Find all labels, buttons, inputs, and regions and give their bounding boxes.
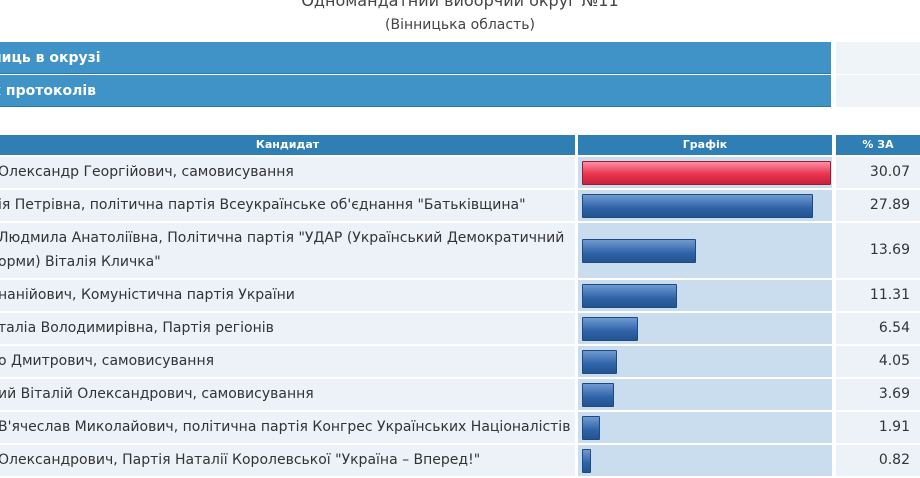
candidate-name-cell: Людмила Анатоліївна, Політична партія "У… [0, 223, 575, 278]
percent-value: 1.91 [836, 412, 920, 443]
vote-share-bar [582, 239, 696, 263]
vote-share-bar [582, 383, 614, 407]
candidate-name: таліа Володимирівна, Партія регіонів [0, 320, 274, 336]
percent-value: 6.54 [836, 313, 920, 344]
candidate-name-cell: о Дмитрович, самовисування [0, 346, 575, 377]
stat-row-precincts: ниць в окрузі [0, 42, 920, 74]
candidate-name: Людмила Анатоліївна, Політична партія "У… [0, 230, 565, 246]
table-row: В'ячеслав Миколайович, політична партія … [0, 412, 920, 445]
candidate-name: нанійович, Комуністична партія України [0, 287, 295, 303]
stat-value [836, 42, 920, 74]
candidate-name: ий Віталій Олександрович, самовисування [0, 386, 314, 402]
percent-value: 0.82 [836, 445, 920, 476]
percent-value: 3.69 [836, 379, 920, 410]
vote-share-bar [582, 194, 813, 218]
candidate-name-cell: Олександрович, Партія Наталії Королевськ… [0, 445, 575, 476]
stat-label: ниць в окрузі [0, 42, 831, 74]
candidate-name-cell: Олександр Георгійович, самовисування [0, 157, 575, 188]
stat-value [836, 75, 920, 107]
graph-cell [578, 346, 832, 377]
table-header: Кандидат Графік % ЗА [0, 135, 920, 155]
candidate-name-cell: ія Петрівна, політична партія Всеукраїнс… [0, 190, 575, 221]
table-row: нанійович, Комуністична партія України 11… [0, 280, 920, 313]
column-header-graph[interactable]: Графік [578, 135, 832, 155]
graph-cell [578, 379, 832, 410]
table-row: Олександрович, Партія Наталії Королевськ… [0, 445, 920, 478]
column-header-percent[interactable]: % ЗА [836, 135, 920, 155]
table-row: ий Віталій Олександрович, самовисування 3… [0, 379, 920, 412]
percent-value: 13.69 [836, 223, 920, 278]
percent-value: 11.31 [836, 280, 920, 311]
candidate-name-cell: нанійович, Комуністична партія України [0, 280, 575, 311]
vote-share-bar [582, 416, 600, 440]
vote-share-bar [582, 449, 591, 473]
graph-cell [578, 445, 832, 476]
percent-value: 30.07 [836, 157, 920, 188]
table-row: ія Петрівна, політична партія Всеукраїнс… [0, 190, 920, 223]
graph-cell [578, 412, 832, 443]
table-row: таліа Володимирівна, Партія регіонів 6.54 [0, 313, 920, 346]
table-row: Людмила Анатоліївна, Політична партія "У… [0, 223, 920, 280]
candidate-name: ія Петрівна, політична партія Всеукраїнс… [0, 197, 526, 213]
candidate-name: о Дмитрович, самовисування [0, 353, 215, 369]
stat-row-protocols: х протоколів [0, 75, 920, 107]
percent-value: 27.89 [836, 190, 920, 221]
graph-cell [578, 313, 832, 344]
vote-share-bar [582, 317, 638, 341]
candidate-name: Олександрович, Партія Наталії Королевськ… [0, 452, 481, 468]
graph-cell [578, 190, 832, 221]
column-header-candidate[interactable]: Кандидат [0, 135, 575, 155]
candidate-name-cell: таліа Володимирівна, Партія регіонів [0, 313, 575, 344]
page-title: Одномандатний виборчий округ №11 [301, 0, 619, 10]
table-row: о Дмитрович, самовисування 4.05 [0, 346, 920, 379]
graph-cell [578, 280, 832, 311]
page-subtitle: (Вінницька область) [385, 17, 535, 33]
candidate-name-cell: ий Віталій Олександрович, самовисування [0, 379, 575, 410]
candidate-name: В'ячеслав Миколайович, політична партія … [0, 419, 571, 435]
candidate-name-cell: В'ячеслав Миколайович, політична партія … [0, 412, 575, 443]
graph-cell [578, 223, 832, 278]
table-row: Олександр Георгійович, самовисування 30.0… [0, 157, 920, 190]
percent-value: 4.05 [836, 346, 920, 377]
graph-cell [578, 157, 832, 188]
candidate-name: Олександр Георгійович, самовисування [0, 164, 294, 180]
vote-share-bar [582, 350, 617, 374]
vote-share-bar [582, 161, 831, 185]
candidate-name-line2: орми) Віталія Кличка" [0, 254, 161, 270]
vote-share-bar [582, 284, 677, 308]
stat-label: х протоколів [0, 75, 831, 107]
